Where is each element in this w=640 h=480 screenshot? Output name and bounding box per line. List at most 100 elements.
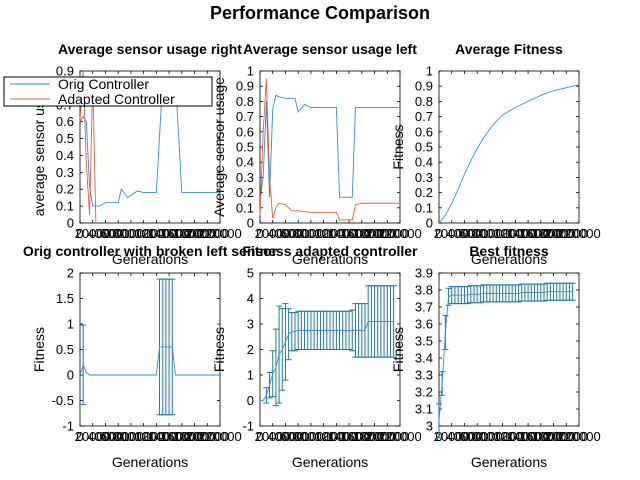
y-tick-label: 0 (247, 216, 254, 231)
y-tick-label: 3.2 (415, 385, 433, 400)
y-tick-label: 3.4 (415, 351, 433, 366)
y-tick-label: 3 (426, 419, 433, 434)
y-tick-label: 0.3 (415, 170, 433, 185)
x-tick-label: 180000 (353, 429, 396, 444)
x-tick-label: 40000 (446, 429, 482, 444)
y-tick-label: 3.7 (415, 300, 433, 315)
panel-broken-left: 0200004000060000800001000001200001400001… (23, 243, 278, 470)
y-tick-label: 0.6 (236, 124, 254, 139)
y-axis-label: Fitness (390, 124, 406, 169)
legend-box (3, 76, 213, 107)
x-tick-label: 60000 (459, 226, 495, 241)
x-tick-label: 140000 (327, 429, 370, 444)
x-tick-label: 40000 (87, 226, 123, 241)
x-tick-label: 100000 (122, 429, 165, 444)
y-axis-label: Fitness (211, 327, 227, 372)
y-tick-label: 1 (247, 64, 254, 79)
x-tick-label: 180000 (173, 226, 216, 241)
x-tick-label: 140000 (147, 429, 190, 444)
x-tick-label: 220000 (198, 226, 241, 241)
y-tick-label: 2 (247, 342, 254, 357)
y-tick-label: -1 (62, 419, 74, 434)
x-axis-label: Generations (292, 251, 368, 267)
x-tick-label: 80000 (113, 226, 149, 241)
y-tick-label: 5 (247, 266, 254, 281)
legend-label-orig: Orig Controller (58, 76, 149, 92)
x-tick-label: 0 (76, 226, 83, 241)
series-line-orig (438, 84, 580, 224)
x-axis-label: Generations (112, 251, 188, 267)
x-tick-label: 160000 (160, 226, 203, 241)
x-tick-label: 20000 (434, 429, 470, 444)
x-tick-label: 220000 (378, 429, 421, 444)
x-tick-label: 0 (76, 429, 83, 444)
y-tick-label: 0.9 (56, 64, 74, 79)
y-tick-label: 3.9 (415, 266, 433, 281)
x-tick-label: 120000 (494, 226, 537, 241)
y-tick-label: 2 (67, 266, 74, 281)
x-tick-label: 60000 (100, 429, 136, 444)
x-tick-label: 140000 (327, 226, 370, 241)
y-tick-label: 0.7 (415, 109, 433, 124)
y-tick-label: 0.3 (236, 170, 254, 185)
y-tick-label: 1.5 (56, 291, 74, 306)
y-tick-label: 0 (67, 216, 74, 231)
x-tick-label: 200000 (366, 429, 409, 444)
x-tick-label: 0 (256, 429, 263, 444)
y-axis-label: average sensor usage (31, 78, 47, 217)
x-tick-label: 40000 (446, 226, 482, 241)
y-axis-label: Fitness (390, 327, 406, 372)
y-tick-label: 1 (67, 317, 74, 332)
y-tick-label: 3.5 (415, 334, 433, 349)
y-tick-label: 0.2 (56, 182, 74, 197)
x-tick-label: 180000 (173, 429, 216, 444)
x-tick-label: 60000 (100, 226, 136, 241)
x-tick-label: 40000 (87, 429, 123, 444)
chart-panels: 0200004000060000800001000001200001400001… (23, 41, 601, 470)
panel-title: Average Fitness (455, 41, 563, 57)
x-tick-label: 120000 (315, 226, 358, 241)
x-tick-label: 200000 (545, 429, 588, 444)
x-tick-label: 80000 (472, 226, 508, 241)
x-tick-label: 180000 (532, 429, 575, 444)
panel-fitness-adapted: 0200004000060000800001000001200001400001… (211, 243, 422, 470)
y-tick-label: 0 (67, 368, 74, 383)
panel-title: Average sensor usage left (243, 41, 417, 57)
x-tick-label: 100000 (481, 226, 524, 241)
x-tick-label: 20000 (255, 226, 291, 241)
x-tick-label: 60000 (280, 226, 316, 241)
y-tick-label: 1 (426, 64, 433, 79)
x-tick-label: 20000 (75, 429, 111, 444)
x-tick-label: 160000 (519, 226, 562, 241)
x-tick-label: 100000 (302, 226, 345, 241)
panel-title: Best fitness (469, 243, 549, 259)
y-tick-label: 3.8 (415, 283, 433, 298)
y-tick-label: 0.9 (236, 79, 254, 94)
y-tick-label: 0.4 (236, 155, 254, 170)
y-tick-label: 0.5 (236, 140, 254, 155)
x-tick-label: 220000 (198, 429, 241, 444)
y-tick-label: 3.1 (415, 402, 433, 417)
series-line-orig (260, 321, 394, 401)
legend: Orig Controller Adapted Controller (3, 76, 213, 107)
y-axis-label: Average sensor usage (211, 77, 227, 217)
panel-title: Fitness adapted controller (242, 243, 418, 259)
x-tick-label: 40000 (267, 226, 303, 241)
x-tick-label: 120000 (135, 429, 178, 444)
y-tick-label: 0.2 (236, 185, 254, 200)
x-tick-label: 100000 (122, 226, 165, 241)
x-axis-label: Generations (292, 454, 368, 470)
y-tick-label: 1 (247, 368, 254, 383)
y-tick-label: 0.3 (56, 165, 74, 180)
x-tick-label: 140000 (147, 226, 190, 241)
panel-sensor-left: 0200004000060000800001000001200001400001… (211, 41, 422, 267)
x-tick-label: 120000 (135, 226, 178, 241)
x-tick-label: 160000 (160, 429, 203, 444)
y-tick-label: 0.4 (56, 148, 74, 163)
x-tick-label: 0 (435, 226, 442, 241)
x-tick-label: 80000 (113, 429, 149, 444)
x-tick-label: 200000 (545, 226, 588, 241)
y-tick-label: 0.1 (236, 200, 254, 215)
figure-title: Performance Comparison (210, 3, 430, 23)
x-axis-label: Generations (471, 454, 547, 470)
